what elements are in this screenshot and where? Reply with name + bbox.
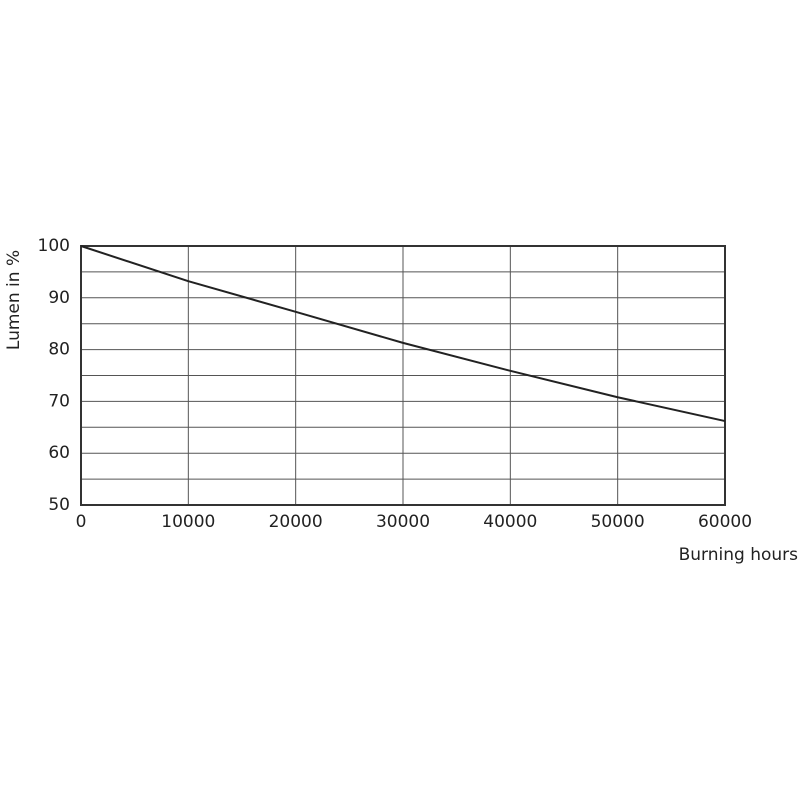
y-axis-label: Lumen in %	[4, 250, 24, 350]
y-tick-label: 100	[38, 236, 70, 256]
y-tick-label: 70	[48, 391, 70, 411]
data-line	[80, 245, 726, 423]
y-tick-label: 80	[48, 340, 70, 360]
x-tick-label: 40000	[483, 512, 537, 532]
x-tick-label: 0	[76, 512, 87, 532]
y-tick-label: 50	[48, 495, 70, 515]
y-tick-label: 60	[48, 443, 70, 463]
x-tick-label: 50000	[591, 512, 645, 532]
x-axis-label: Burning hours	[679, 545, 799, 565]
plot-frame	[80, 245, 726, 506]
x-tick-label: 30000	[376, 512, 430, 532]
x-tick-label: 20000	[269, 512, 323, 532]
x-tick-label: 10000	[161, 512, 215, 532]
y-tick-label: 90	[48, 288, 70, 308]
x-tick-label: 60000	[698, 512, 752, 532]
